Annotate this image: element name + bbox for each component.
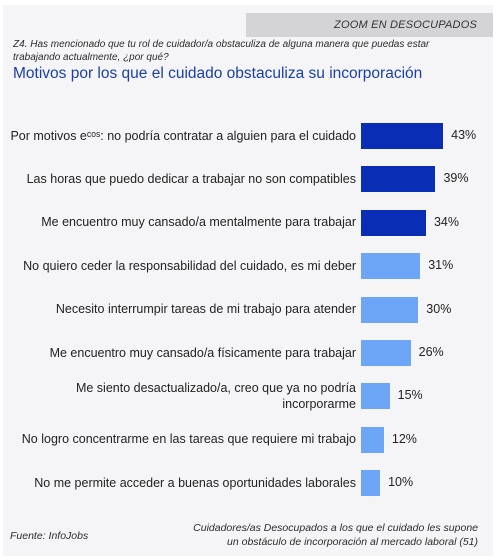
- base-note-line-1: Cuidadores/as Desocupados a los que el c…: [193, 522, 478, 534]
- section-tag-label: ZOOM EN DESOCUPADOS: [334, 19, 477, 31]
- chart-title: Motivos por los que el cuidado obstaculi…: [13, 65, 423, 82]
- chart-card: [3, 5, 493, 556]
- source-note: Fuente: InfoJobs: [10, 530, 89, 542]
- base-note-line-2: un obstáculo de incorporación al mercado…: [227, 536, 478, 548]
- survey-question: Z4. Has mencionado que tu rol de cuidado…: [13, 39, 430, 63]
- base-note: Cuidadores/as Desocupados a los que el c…: [118, 521, 478, 549]
- section-tag: ZOOM EN DESOCUPADOS: [246, 13, 493, 37]
